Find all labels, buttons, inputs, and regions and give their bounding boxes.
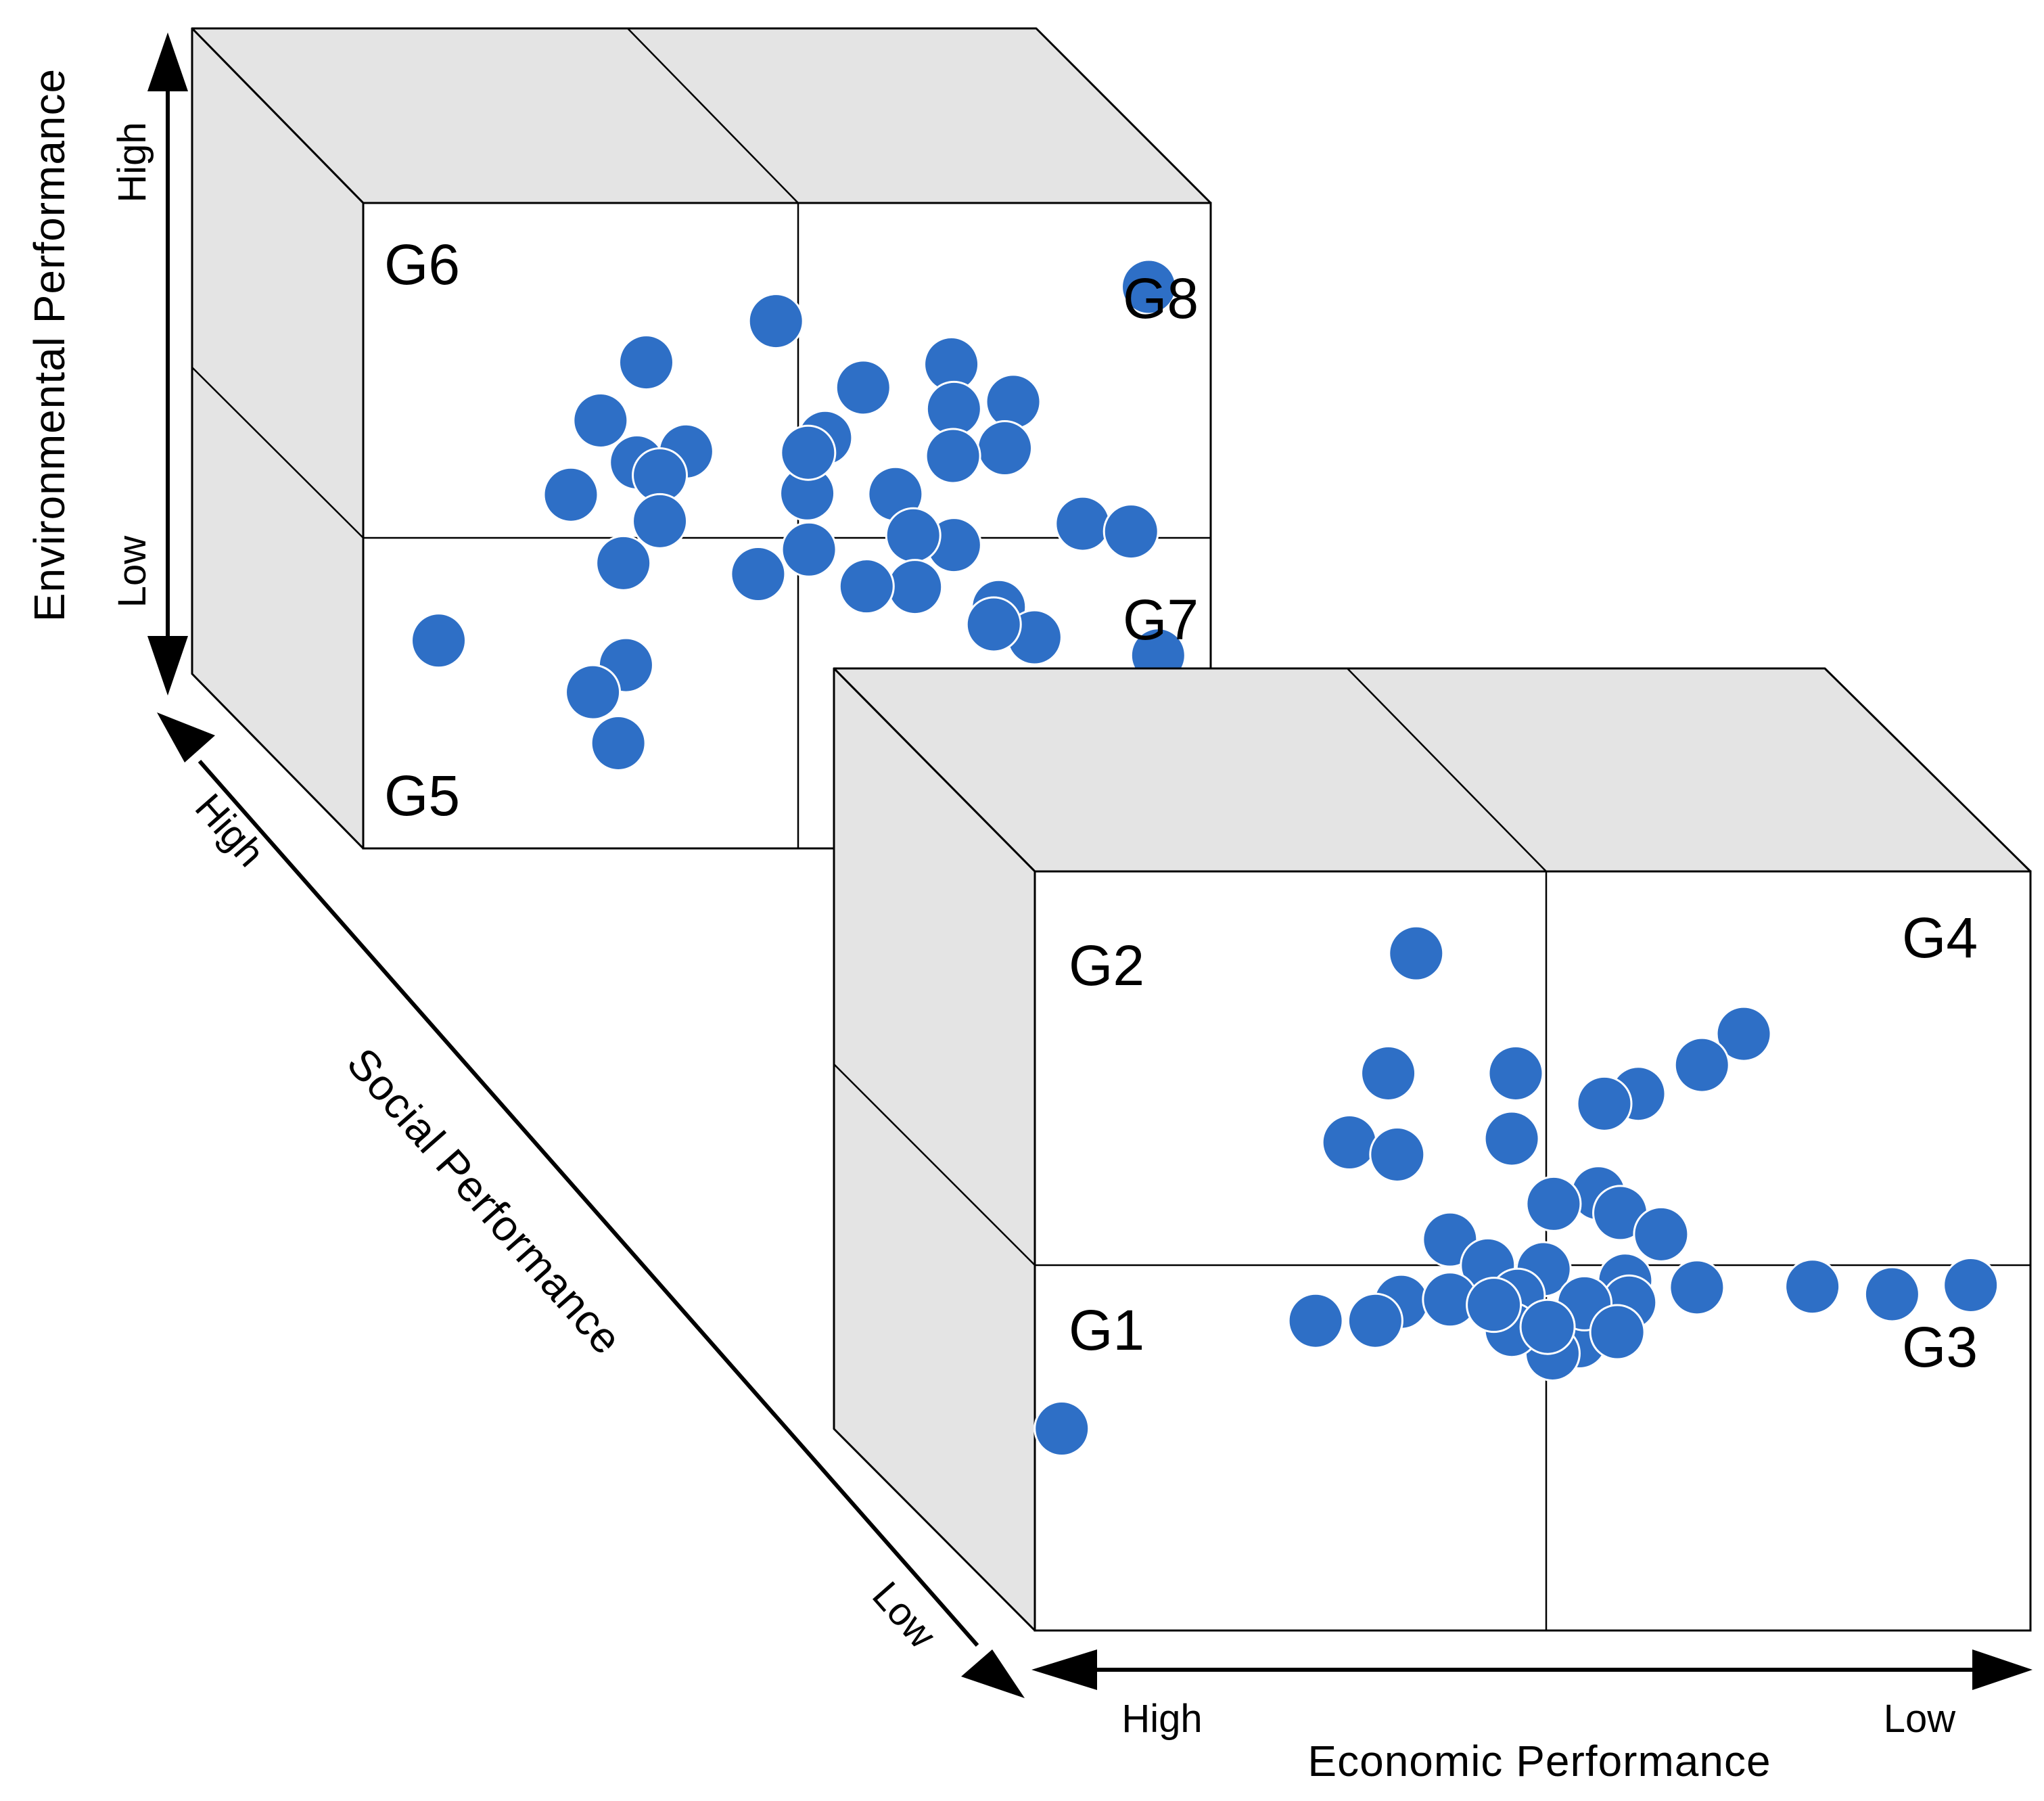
front-cube: G2 G4 G1 G3 — [833, 667, 2032, 1632]
back-cube-top-divider — [627, 28, 799, 204]
economic-axis-arrow-left-icon — [1031, 1649, 1097, 1690]
back-cube-point-15 — [542, 466, 599, 523]
back-cube-point-7 — [925, 380, 982, 437]
back-cube-point-36 — [1102, 503, 1159, 560]
environmental-axis-low-label: Low — [110, 535, 154, 608]
environmental-axis-title: Environmental Performance — [25, 68, 74, 622]
back-cube-point-2 — [618, 334, 675, 391]
front-cube-point-8 — [1321, 1114, 1378, 1171]
back-cube-point-8 — [977, 420, 1033, 477]
back-cube-point-6 — [985, 373, 1042, 430]
economic-axis-low-label: Low — [1884, 1697, 1957, 1741]
back-cube-point-3 — [747, 293, 804, 350]
economic-axis: High Low Economic Performance — [1031, 1649, 2033, 1785]
group-label-g3: G3 — [1902, 1315, 1978, 1379]
front-cube-points — [1033, 925, 1999, 1457]
back-cube-points — [411, 258, 1186, 771]
social-axis-arrow-high-icon — [157, 712, 215, 762]
front-cube-point-37 — [1466, 1277, 1523, 1333]
front-cube-point-31 — [1943, 1256, 1999, 1313]
back-cube-point-19 — [632, 493, 689, 549]
back-cube-point-4 — [835, 359, 891, 416]
front-cube-point-32 — [1033, 1400, 1090, 1457]
group-label-g4: G4 — [1902, 906, 1978, 970]
group-label-g8: G8 — [1123, 267, 1199, 330]
social-axis-line — [198, 760, 979, 1647]
group-label-g5: G5 — [384, 764, 460, 827]
front-cube-point-30 — [1863, 1266, 1920, 1323]
front-cube-point-10 — [1483, 1110, 1540, 1167]
back-cube-point-28 — [838, 558, 895, 615]
back-cube-point-33 — [590, 714, 647, 771]
group-label-g6: G6 — [384, 233, 460, 296]
front-cube-point-20 — [1287, 1292, 1344, 1349]
environmental-axis-high-label: High — [110, 122, 154, 202]
front-cube-point-28 — [1669, 1259, 1725, 1316]
front-cube-side-divider — [833, 1064, 1036, 1266]
front-cube-point-1 — [1388, 925, 1445, 982]
front-cube-top-divider — [1347, 668, 1547, 872]
back-cube-point-25 — [885, 507, 942, 564]
front-cube-point-7 — [1360, 1045, 1417, 1101]
back-cube-point-1 — [1121, 258, 1178, 315]
front-cube-point-2 — [1715, 1005, 1772, 1062]
front-cube-point-6 — [1487, 1045, 1544, 1101]
economic-axis-title: Economic Performance — [1307, 1737, 1771, 1785]
group-label-g2: G2 — [1069, 934, 1144, 997]
back-cube-point-35 — [411, 612, 467, 669]
back-cube-point-34 — [565, 664, 622, 721]
front-cube-point-9 — [1369, 1126, 1426, 1183]
group-label-g1: G1 — [1069, 1298, 1144, 1362]
front-cube-point-35 — [1589, 1304, 1646, 1361]
front-cube-point-14 — [1525, 1175, 1582, 1232]
back-cube-point-27 — [887, 559, 944, 616]
back-cube-point-21 — [730, 546, 787, 603]
group-label-g7: G7 — [1123, 588, 1199, 652]
social-axis-arrow-low-icon — [961, 1649, 1025, 1698]
front-cube-point-5 — [1576, 1075, 1633, 1132]
environmental-axis-arrow-up-icon — [147, 32, 188, 91]
social-axis-low-label: Low — [864, 1574, 945, 1658]
back-cube-point-24 — [1054, 495, 1111, 552]
front-cube-point-3 — [1673, 1036, 1730, 1093]
front-cube-point-13 — [1633, 1206, 1690, 1262]
back-cube-point-31 — [965, 596, 1022, 653]
front-cube-point-29 — [1784, 1258, 1841, 1315]
back-cube-top-face — [191, 27, 1212, 204]
front-cube-point-36 — [1519, 1298, 1576, 1355]
front-cube-point-21 — [1347, 1292, 1403, 1349]
back-cube-point-20 — [595, 534, 652, 591]
economic-axis-high-label: High — [1121, 1697, 1202, 1741]
environmental-axis-arrow-down-icon — [147, 636, 188, 696]
environmental-axis: Environmental Performance High Low — [25, 32, 188, 696]
back-cube-point-22 — [781, 521, 837, 578]
back-cube-point-12 — [572, 392, 629, 449]
back-cube-point-18 — [780, 424, 837, 481]
back-cube-point-10 — [925, 428, 981, 484]
back-cube-side-divider — [191, 367, 364, 539]
economic-axis-arrow-right-icon — [1972, 1649, 2033, 1690]
front-cube-top-face — [833, 667, 2032, 873]
